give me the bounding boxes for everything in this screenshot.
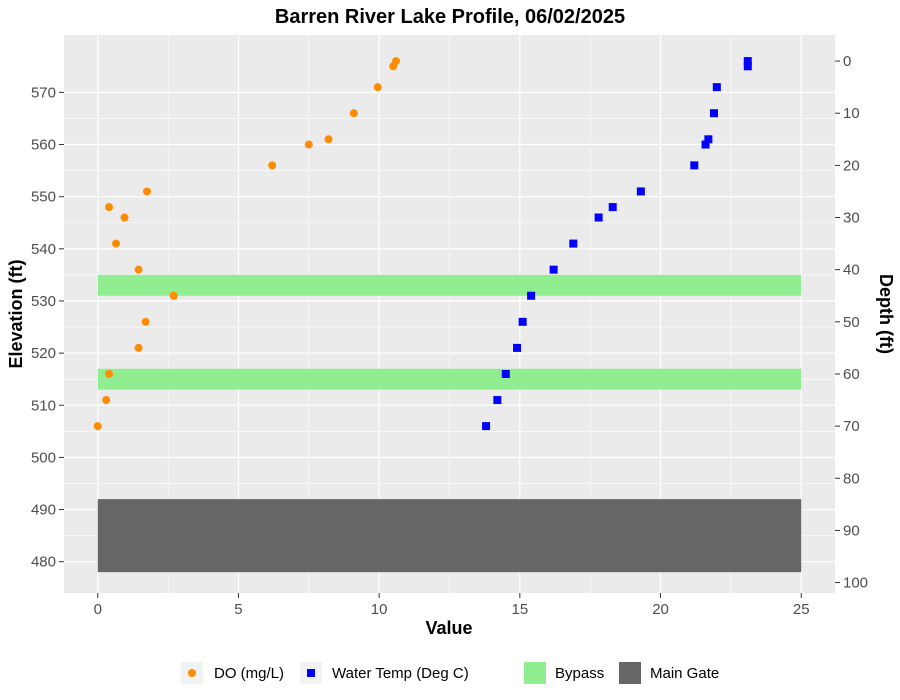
x-tick-label: 0 [94, 601, 102, 618]
water-temp-point [608, 203, 617, 212]
depth-tick-label: 10 [843, 105, 860, 122]
depth-tick-label: 50 [843, 314, 860, 331]
do-point [102, 396, 111, 405]
do-point [389, 62, 398, 71]
depth-tick-label: 60 [843, 366, 860, 383]
do-point [268, 161, 277, 170]
gate-bands [97, 274, 802, 573]
water-temp-point [743, 62, 752, 71]
do-point [134, 343, 143, 352]
x-tick-label: 20 [652, 601, 669, 618]
do-point [112, 239, 121, 248]
legend: DO (mg/L) Water Temp (Deg C) Bypass Main Ga… [181, 662, 719, 684]
y-axis-ticks: 480 490 500 510 520 530 540 550 560 570 [31, 84, 64, 571]
y-tick-label: 550 [31, 189, 56, 206]
chart-title: Barren River Lake Profile, 06/02/2025 [275, 6, 625, 28]
water-temp-point [594, 213, 603, 222]
water-temp-point [710, 109, 719, 118]
depth-tick-label: 70 [843, 418, 860, 435]
depth-tick-label: 40 [843, 262, 860, 279]
depth-tick-label: 30 [843, 210, 860, 227]
do-point [141, 317, 150, 326]
legend-label-do-mg-l: DO (mg/L) [214, 665, 284, 682]
legend-label-bypass: Bypass [555, 665, 604, 682]
depth-tick-label: 20 [843, 157, 860, 174]
y-tick-label: 500 [31, 449, 56, 466]
do-point [304, 140, 313, 149]
bypass-band [97, 274, 802, 296]
do-point [143, 187, 152, 196]
y-axis-label: Elevation (ft) [6, 259, 26, 368]
depth-axis-ticks: 0 10 20 30 40 50 60 70 80 90 100 [835, 53, 868, 592]
legend-key-water-temp-deg-c [307, 669, 315, 677]
depth-tick-label: 90 [843, 522, 860, 539]
do-point [105, 369, 114, 378]
water-temp-point [513, 343, 522, 352]
water-temp-point [501, 369, 510, 378]
data-points [93, 57, 752, 431]
water-temp-point [712, 83, 721, 92]
do-point [134, 265, 143, 274]
water-temp-point [704, 135, 713, 144]
legend-key-do-mg-l [188, 669, 196, 677]
x-axis-ticks: 0 5 10 15 20 25 [94, 593, 810, 618]
x-tick-label: 15 [512, 601, 529, 618]
y-tick-label: 490 [31, 502, 56, 519]
y-tick-label: 570 [31, 84, 56, 101]
water-temp-point [482, 422, 491, 431]
main-gate-band [97, 499, 802, 573]
legend-key-bypass [524, 662, 546, 684]
x-tick-label: 10 [371, 601, 388, 618]
depth-tick-label: 80 [843, 470, 860, 487]
do-point [324, 135, 333, 144]
do-point [93, 422, 102, 431]
depth-axis-label: Depth (ft) [876, 274, 896, 354]
depth-tick-label: 0 [843, 53, 851, 70]
x-tick-label: 5 [234, 601, 242, 618]
do-point [349, 109, 358, 118]
y-tick-label: 560 [31, 137, 56, 154]
do-point [169, 291, 178, 300]
depth-tick-label: 100 [843, 575, 868, 592]
water-temp-point [493, 396, 502, 405]
water-temp-point [527, 291, 536, 300]
do-point [105, 203, 114, 212]
y-tick-label: 480 [31, 554, 56, 571]
x-axis-label: Value [425, 618, 472, 638]
do-point [120, 213, 129, 222]
bypass-band [97, 368, 802, 390]
legend-label-water-temp-deg-c: Water Temp (Deg C) [332, 665, 469, 682]
water-temp-point [569, 239, 578, 248]
do-point [373, 83, 382, 92]
y-tick-label: 540 [31, 241, 56, 258]
water-temp-point [743, 57, 752, 66]
water-temp-point [690, 161, 699, 170]
y-tick-label: 530 [31, 293, 56, 310]
y-tick-label: 510 [31, 397, 56, 414]
water-temp-point [518, 317, 527, 326]
water-temp-point [701, 140, 710, 149]
water-temp-point [549, 265, 558, 274]
legend-key-main-gate [619, 662, 641, 684]
water-temp-point [636, 187, 645, 196]
y-tick-label: 520 [31, 345, 56, 362]
legend-label-main-gate: Main Gate [650, 665, 719, 682]
x-tick-label: 25 [793, 601, 810, 618]
